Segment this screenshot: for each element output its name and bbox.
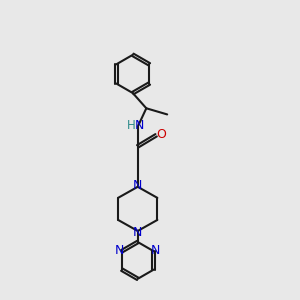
Text: O: O [156,128,166,141]
Text: N: N [133,226,142,239]
Text: H: H [127,119,135,132]
Text: N: N [135,119,144,132]
Text: N: N [133,178,142,192]
Text: N: N [115,244,124,257]
Text: N: N [151,244,160,257]
